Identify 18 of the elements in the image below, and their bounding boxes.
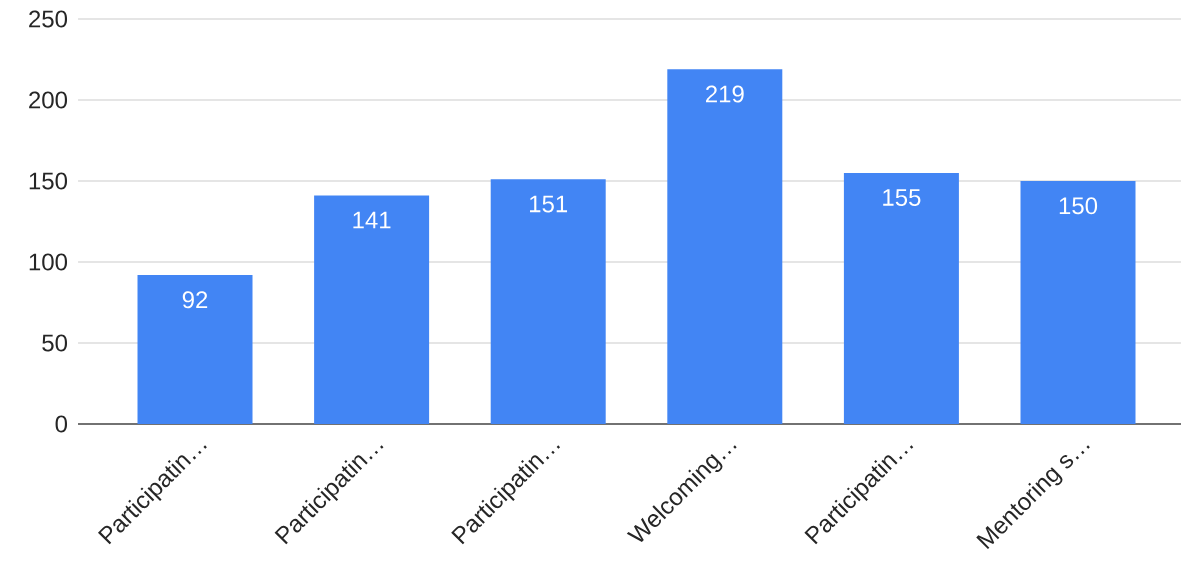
y-tick-label: 200 <box>29 91 68 109</box>
data-label: 141 <box>353 211 391 229</box>
y-tick-label: 50 <box>42 334 68 352</box>
bar <box>1020 180 1136 424</box>
bar <box>314 195 430 424</box>
bar <box>667 69 783 424</box>
y-tick-label: 150 <box>29 172 68 190</box>
bar <box>843 172 959 424</box>
data-label: 155 <box>883 189 921 206</box>
bar <box>490 179 606 424</box>
data-label: 92 <box>182 291 208 309</box>
y-tick-label: 0 <box>55 415 68 433</box>
y-tick-label: 100 <box>29 253 68 271</box>
data-label: 219 <box>706 85 744 103</box>
bar <box>137 274 253 424</box>
data-label: 150 <box>1059 197 1098 215</box>
data-label: 151 <box>530 195 568 213</box>
y-tick-label: 250 <box>29 10 68 28</box>
